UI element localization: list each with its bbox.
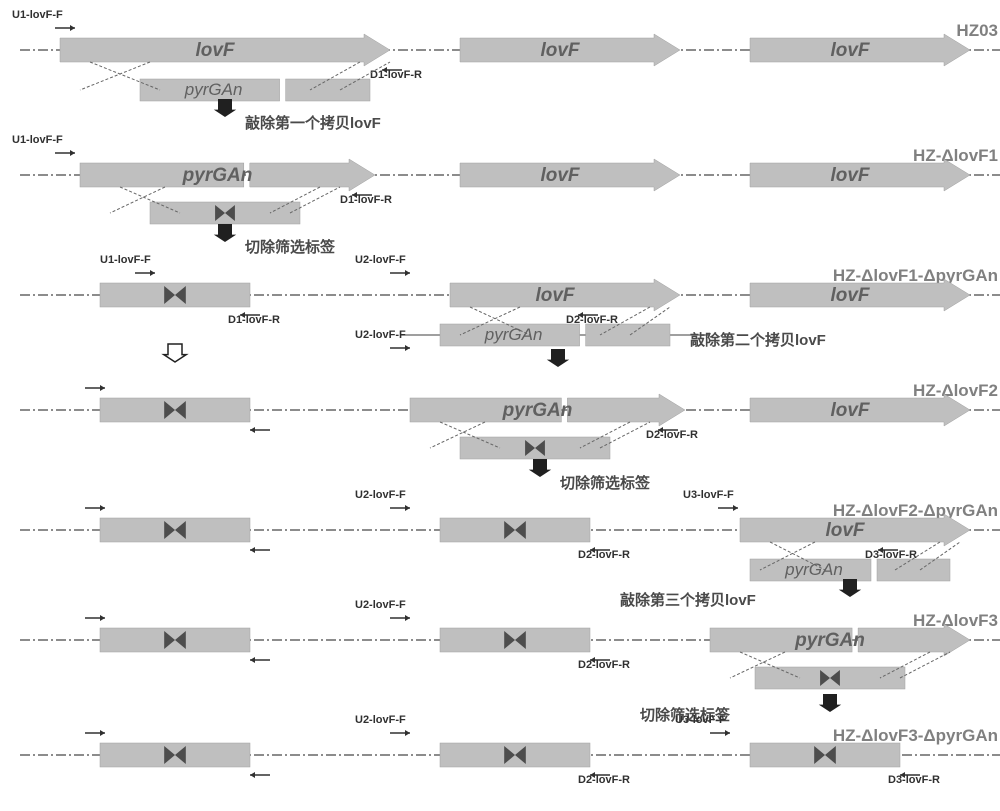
- svg-text:lovF: lovF: [540, 40, 580, 61]
- svg-text:U3-lovF-F: U3-lovF-F: [683, 489, 734, 501]
- svg-text:lovF: lovF: [540, 165, 580, 186]
- svg-text:HZ-ΔlovF1-ΔpyrGAn: HZ-ΔlovF1-ΔpyrGAn: [833, 266, 998, 285]
- svg-text:HZ-ΔlovF3: HZ-ΔlovF3: [913, 611, 998, 630]
- svg-text:切除筛选标签: 切除筛选标签: [245, 238, 336, 256]
- svg-text:U2-lovF-F: U2-lovF-F: [355, 599, 406, 611]
- svg-text:lovF: lovF: [535, 285, 575, 306]
- svg-text:HZ-ΔlovF2: HZ-ΔlovF2: [913, 381, 998, 400]
- svg-text:D2-lovF-R: D2-lovF-R: [578, 659, 630, 671]
- svg-text:D2-lovF-R: D2-lovF-R: [578, 774, 630, 786]
- gene-knockout-diagram: HZ03 lovF lovF lovF U1-lovF-F D1-lovF-R pyrGAn…: [10, 10, 1000, 801]
- svg-text:pyrGAn: pyrGAn: [794, 630, 865, 651]
- svg-text:U1-lovF-F: U1-lovF-F: [12, 134, 63, 146]
- svg-text:HZ-ΔlovF2-ΔpyrGAn: HZ-ΔlovF2-ΔpyrGAn: [833, 501, 998, 520]
- svg-text:pyrGAn: pyrGAn: [484, 325, 543, 344]
- svg-text:pyrGAn: pyrGAn: [184, 80, 243, 99]
- svg-text:切除筛选标签: 切除筛选标签: [560, 474, 651, 492]
- svg-text:lovF: lovF: [830, 165, 870, 186]
- svg-text:D1-lovF-R: D1-lovF-R: [370, 69, 422, 81]
- svg-text:HZ-ΔlovF3-ΔpyrGAn: HZ-ΔlovF3-ΔpyrGAn: [833, 726, 998, 745]
- svg-text:HZ03: HZ03: [956, 21, 998, 40]
- svg-text:敲除第二个拷贝lovF: 敲除第二个拷贝lovF: [690, 331, 826, 349]
- svg-text:敲除第一个拷贝lovF: 敲除第一个拷贝lovF: [245, 114, 381, 132]
- svg-text:U2-lovF-F: U2-lovF-F: [355, 254, 406, 266]
- svg-text:lovF: lovF: [825, 520, 865, 541]
- svg-text:pyrGAn: pyrGAn: [182, 165, 253, 186]
- svg-text:lovF: lovF: [195, 40, 235, 61]
- svg-text:pyrGAn: pyrGAn: [784, 560, 843, 579]
- svg-text:U2-lovF-F: U2-lovF-F: [355, 489, 406, 501]
- svg-text:D3-lovF-R: D3-lovF-R: [888, 774, 940, 786]
- svg-text:D1-lovF-R: D1-lovF-R: [228, 314, 280, 326]
- svg-text:U1-lovF-F: U1-lovF-F: [12, 10, 63, 21]
- svg-text:U3-lovF-F: U3-lovF-F: [675, 714, 726, 726]
- svg-text:HZ-ΔlovF1: HZ-ΔlovF1: [913, 146, 998, 165]
- svg-text:U2-lovF-F: U2-lovF-F: [355, 714, 406, 726]
- svg-text:lovF: lovF: [830, 40, 870, 61]
- svg-text:D1-lovF-R: D1-lovF-R: [340, 194, 392, 206]
- svg-text:敲除第三个拷贝lovF: 敲除第三个拷贝lovF: [620, 591, 756, 609]
- svg-text:D2-lovF-R: D2-lovF-R: [646, 429, 698, 441]
- svg-text:lovF: lovF: [830, 400, 870, 421]
- svg-text:lovF: lovF: [830, 285, 870, 306]
- svg-text:D2-lovF-R: D2-lovF-R: [578, 549, 630, 561]
- svg-text:U2-lovF-F: U2-lovF-F: [355, 329, 406, 341]
- svg-text:U1-lovF-F: U1-lovF-F: [100, 254, 151, 266]
- svg-text:pyrGAn: pyrGAn: [502, 400, 573, 421]
